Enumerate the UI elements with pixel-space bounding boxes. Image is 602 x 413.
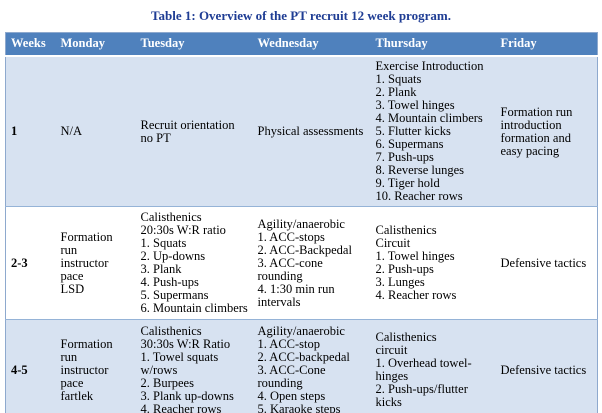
cell-wednesday: Agility/anaerobic 1. ACC-stops 2. ACC-Ba… bbox=[257, 216, 352, 309]
column-header-thursday: Thursday bbox=[370, 32, 496, 57]
cell-week-label: 2-3 bbox=[11, 255, 28, 270]
cell-tuesday: Recruit orientation no PT bbox=[140, 117, 235, 145]
cell-friday: Defensive tactics bbox=[500, 255, 587, 270]
table-row-week-1: 1 N/A Recruit orientation no PT Physical… bbox=[5, 56, 598, 207]
cell-week-label: 4-5 bbox=[11, 362, 28, 377]
cell-week-label: 1 bbox=[11, 124, 18, 138]
pt-program-table: Weeks Monday Tuesday Wednesday Thursday … bbox=[5, 32, 598, 413]
cell-thursday: Exercise Introduction 1. Squats 2. Plank… bbox=[375, 59, 484, 203]
cell-monday: Formation run instructor pace LSD bbox=[60, 229, 113, 296]
column-header-wednesday: Wednesday bbox=[252, 32, 371, 57]
cell-friday: Defensive tactics bbox=[500, 362, 587, 377]
header-row: Weeks Monday Tuesday Wednesday Thursday … bbox=[5, 32, 598, 57]
table-caption: Table 1: Overview of the PT recruit 12 w… bbox=[151, 8, 451, 23]
cell-thursday: Calisthenics Circuit 1. Towel hinges 2. … bbox=[375, 223, 457, 302]
column-header-tuesday: Tuesday bbox=[135, 32, 253, 57]
column-header-monday: Monday bbox=[55, 32, 136, 57]
column-header-weeks: Weeks bbox=[5, 32, 56, 57]
cell-monday: Formation run instructor pace fartlek bbox=[60, 336, 113, 403]
cell-friday: Formation run introduction formation and… bbox=[500, 104, 573, 158]
cell-tuesday: Calisthenics 20:30s W:R ratio 1. Squats … bbox=[140, 210, 248, 315]
table-row-weeks-2-3: 2-3 Formation run instructor pace LSD Ca… bbox=[5, 206, 598, 320]
cell-wednesday: Agility/anaerobic 1. ACC-stop 2. ACC-bac… bbox=[257, 323, 350, 413]
cell-wednesday: Physical assessments bbox=[257, 124, 364, 138]
cell-tuesday: Calisthenics 30:30s W:R Ratio 1. Towel s… bbox=[140, 323, 234, 413]
cell-monday: N/A bbox=[60, 124, 83, 138]
cell-thursday: Calisthenics circuit 1. Overhead towel- … bbox=[375, 330, 472, 409]
table-row-weeks-4-5: 4-5 Formation run instructor pace fartle… bbox=[5, 319, 598, 413]
column-header-friday: Friday bbox=[495, 32, 598, 57]
